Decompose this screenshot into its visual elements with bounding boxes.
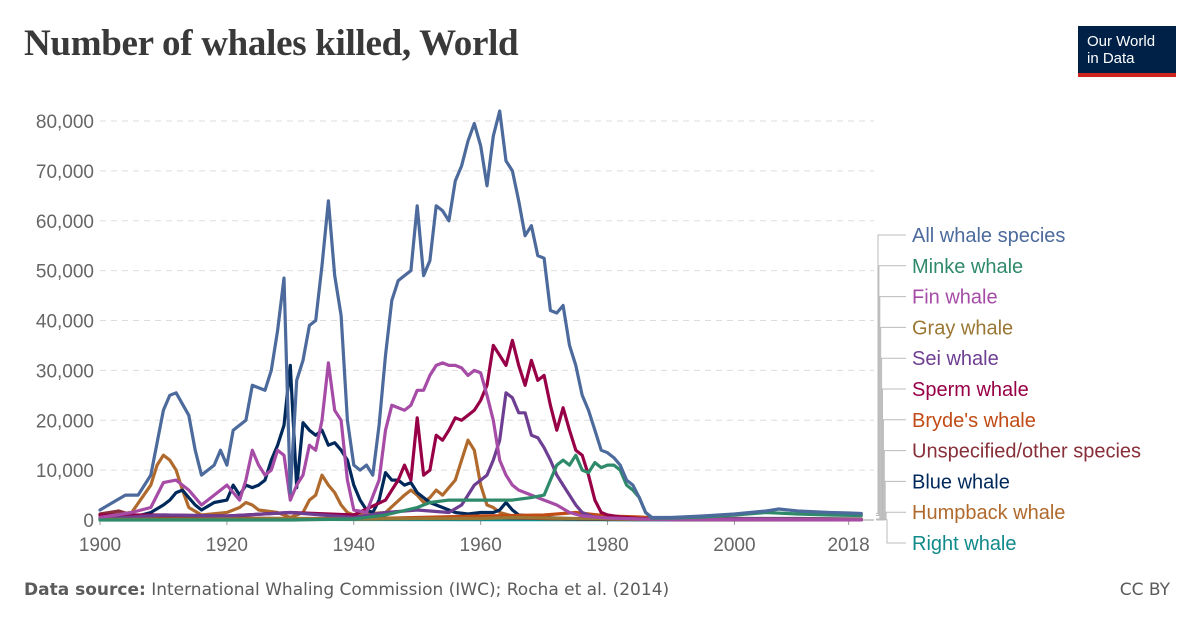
x-axis-ticks: 1900 1920 1940 1960 1980 2000 2018 <box>79 520 870 556</box>
x-tick-label: 1980 <box>586 535 628 556</box>
chart-title: Number of whales killed, World <box>24 23 519 64</box>
y-tick-label: 70,000 <box>36 162 94 183</box>
legend-connectors <box>876 234 906 544</box>
legend-label[interactable]: All whale species <box>912 225 1065 247</box>
y-tick-label: 40,000 <box>36 312 94 333</box>
x-tick-label: 2018 <box>827 535 869 556</box>
x-tick-label: 1940 <box>333 535 375 556</box>
logo-line-1: Our World <box>1087 33 1156 50</box>
series-lines <box>98 109 863 522</box>
legend-label[interactable]: Right whale <box>912 533 1017 555</box>
y-tick-label: 30,000 <box>36 361 94 382</box>
legend-label[interactable]: Blue whale <box>912 471 1010 493</box>
legend-label[interactable]: Fin whale <box>912 287 998 309</box>
series-line[interactable] <box>98 361 863 522</box>
license[interactable]: CC BY <box>1119 580 1170 600</box>
y-tick-label: 50,000 <box>36 262 94 283</box>
legend-label[interactable]: Sei whale <box>912 348 999 370</box>
y-tick-label: 10,000 <box>36 461 94 482</box>
legend-label[interactable]: Sperm whale <box>912 379 1029 401</box>
y-tick-label: 20,000 <box>36 411 94 432</box>
logo-line-2: in Data <box>1087 50 1135 67</box>
series-line[interactable] <box>98 438 863 522</box>
x-tick-label: 1900 <box>79 535 121 556</box>
source-label: Data source: <box>24 580 146 600</box>
legend-label[interactable]: Bryde's whale <box>912 410 1036 432</box>
y-tick-label: 60,000 <box>36 212 94 233</box>
y-tick-label: 0 <box>83 511 94 532</box>
legend-connector <box>876 265 906 516</box>
legend-connector <box>876 326 906 520</box>
source-text: International Whaling Commission (IWC); … <box>151 580 670 600</box>
legend-label[interactable]: Humpback whale <box>912 502 1065 524</box>
legend-label[interactable]: Gray whale <box>912 317 1013 339</box>
legend-label[interactable]: Unspecified/other species <box>912 441 1141 463</box>
x-tick-label: 1960 <box>460 535 502 556</box>
legend-connector <box>876 234 906 514</box>
data-source: Data source: International Whaling Commi… <box>24 580 669 600</box>
legend-connector <box>876 519 906 544</box>
x-tick-label: 1920 <box>206 535 248 556</box>
legend: All whale species Minke whale Fin whale Gra… <box>912 225 1141 555</box>
owid-logo[interactable]: Our World in Data <box>1078 26 1176 77</box>
series-line[interactable] <box>98 109 863 520</box>
y-tick-label: 80,000 <box>36 112 94 133</box>
y-axis-ticks: 0 10,000 20,000 30,000 40,000 50,000 60,000 70,… <box>36 112 94 532</box>
series-line[interactable] <box>98 338 863 522</box>
legend-label[interactable]: Minke whale <box>912 256 1023 278</box>
x-tick-label: 2000 <box>713 535 755 556</box>
